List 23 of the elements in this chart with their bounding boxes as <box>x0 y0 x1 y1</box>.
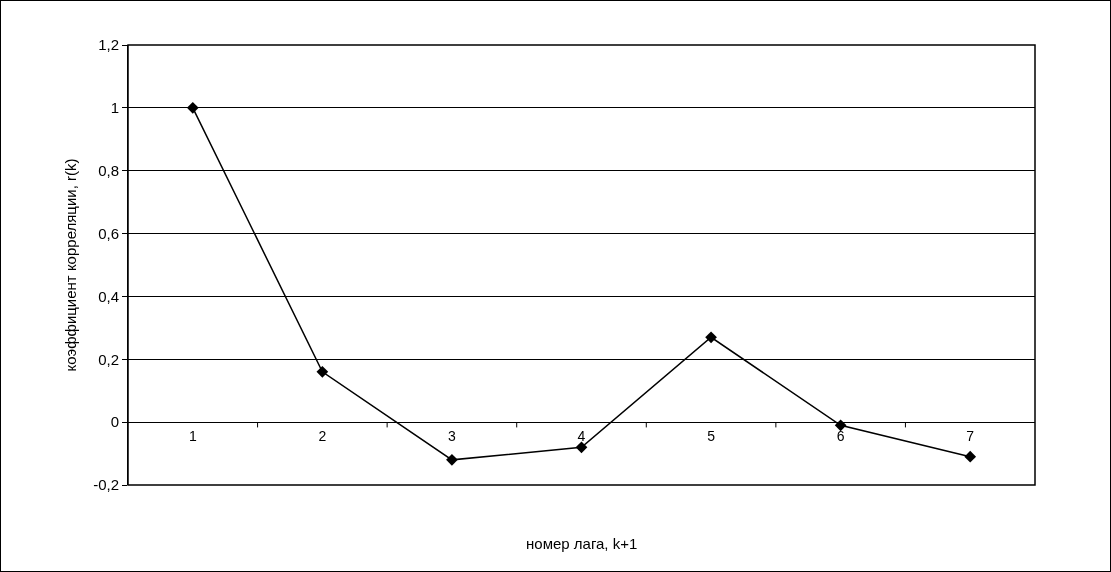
y-tick-label: 0,6 <box>98 224 119 242</box>
y-tick-label: 0,4 <box>98 287 119 305</box>
point <box>186 102 199 114</box>
x-tick-label: 3 <box>448 427 457 444</box>
x-tick-label: 5 <box>707 427 716 444</box>
y-tick-label: 1 <box>110 99 119 117</box>
y-axis-title: коэффициент корреляции, r(k) <box>62 158 80 372</box>
x-tick-label: 1 <box>188 427 197 444</box>
x-tick-label: 4 <box>577 427 586 444</box>
x-tick-label: 7 <box>966 427 975 444</box>
y-tick-label: 0,2 <box>98 350 119 368</box>
y-tick-label: -0,2 <box>93 476 119 494</box>
y-tick-label: 0,8 <box>98 161 119 179</box>
y-tick-label: 0 <box>110 413 119 431</box>
x-tick-label: 6 <box>836 427 845 444</box>
x-axis-title: номер лага, k+1 <box>526 535 638 552</box>
point <box>446 454 458 466</box>
y-tick-label: 1,2 <box>98 36 119 54</box>
point <box>575 441 588 454</box>
x-tick-label: 2 <box>318 427 327 444</box>
point <box>964 450 977 463</box>
point <box>705 331 717 344</box>
point <box>316 366 329 378</box>
